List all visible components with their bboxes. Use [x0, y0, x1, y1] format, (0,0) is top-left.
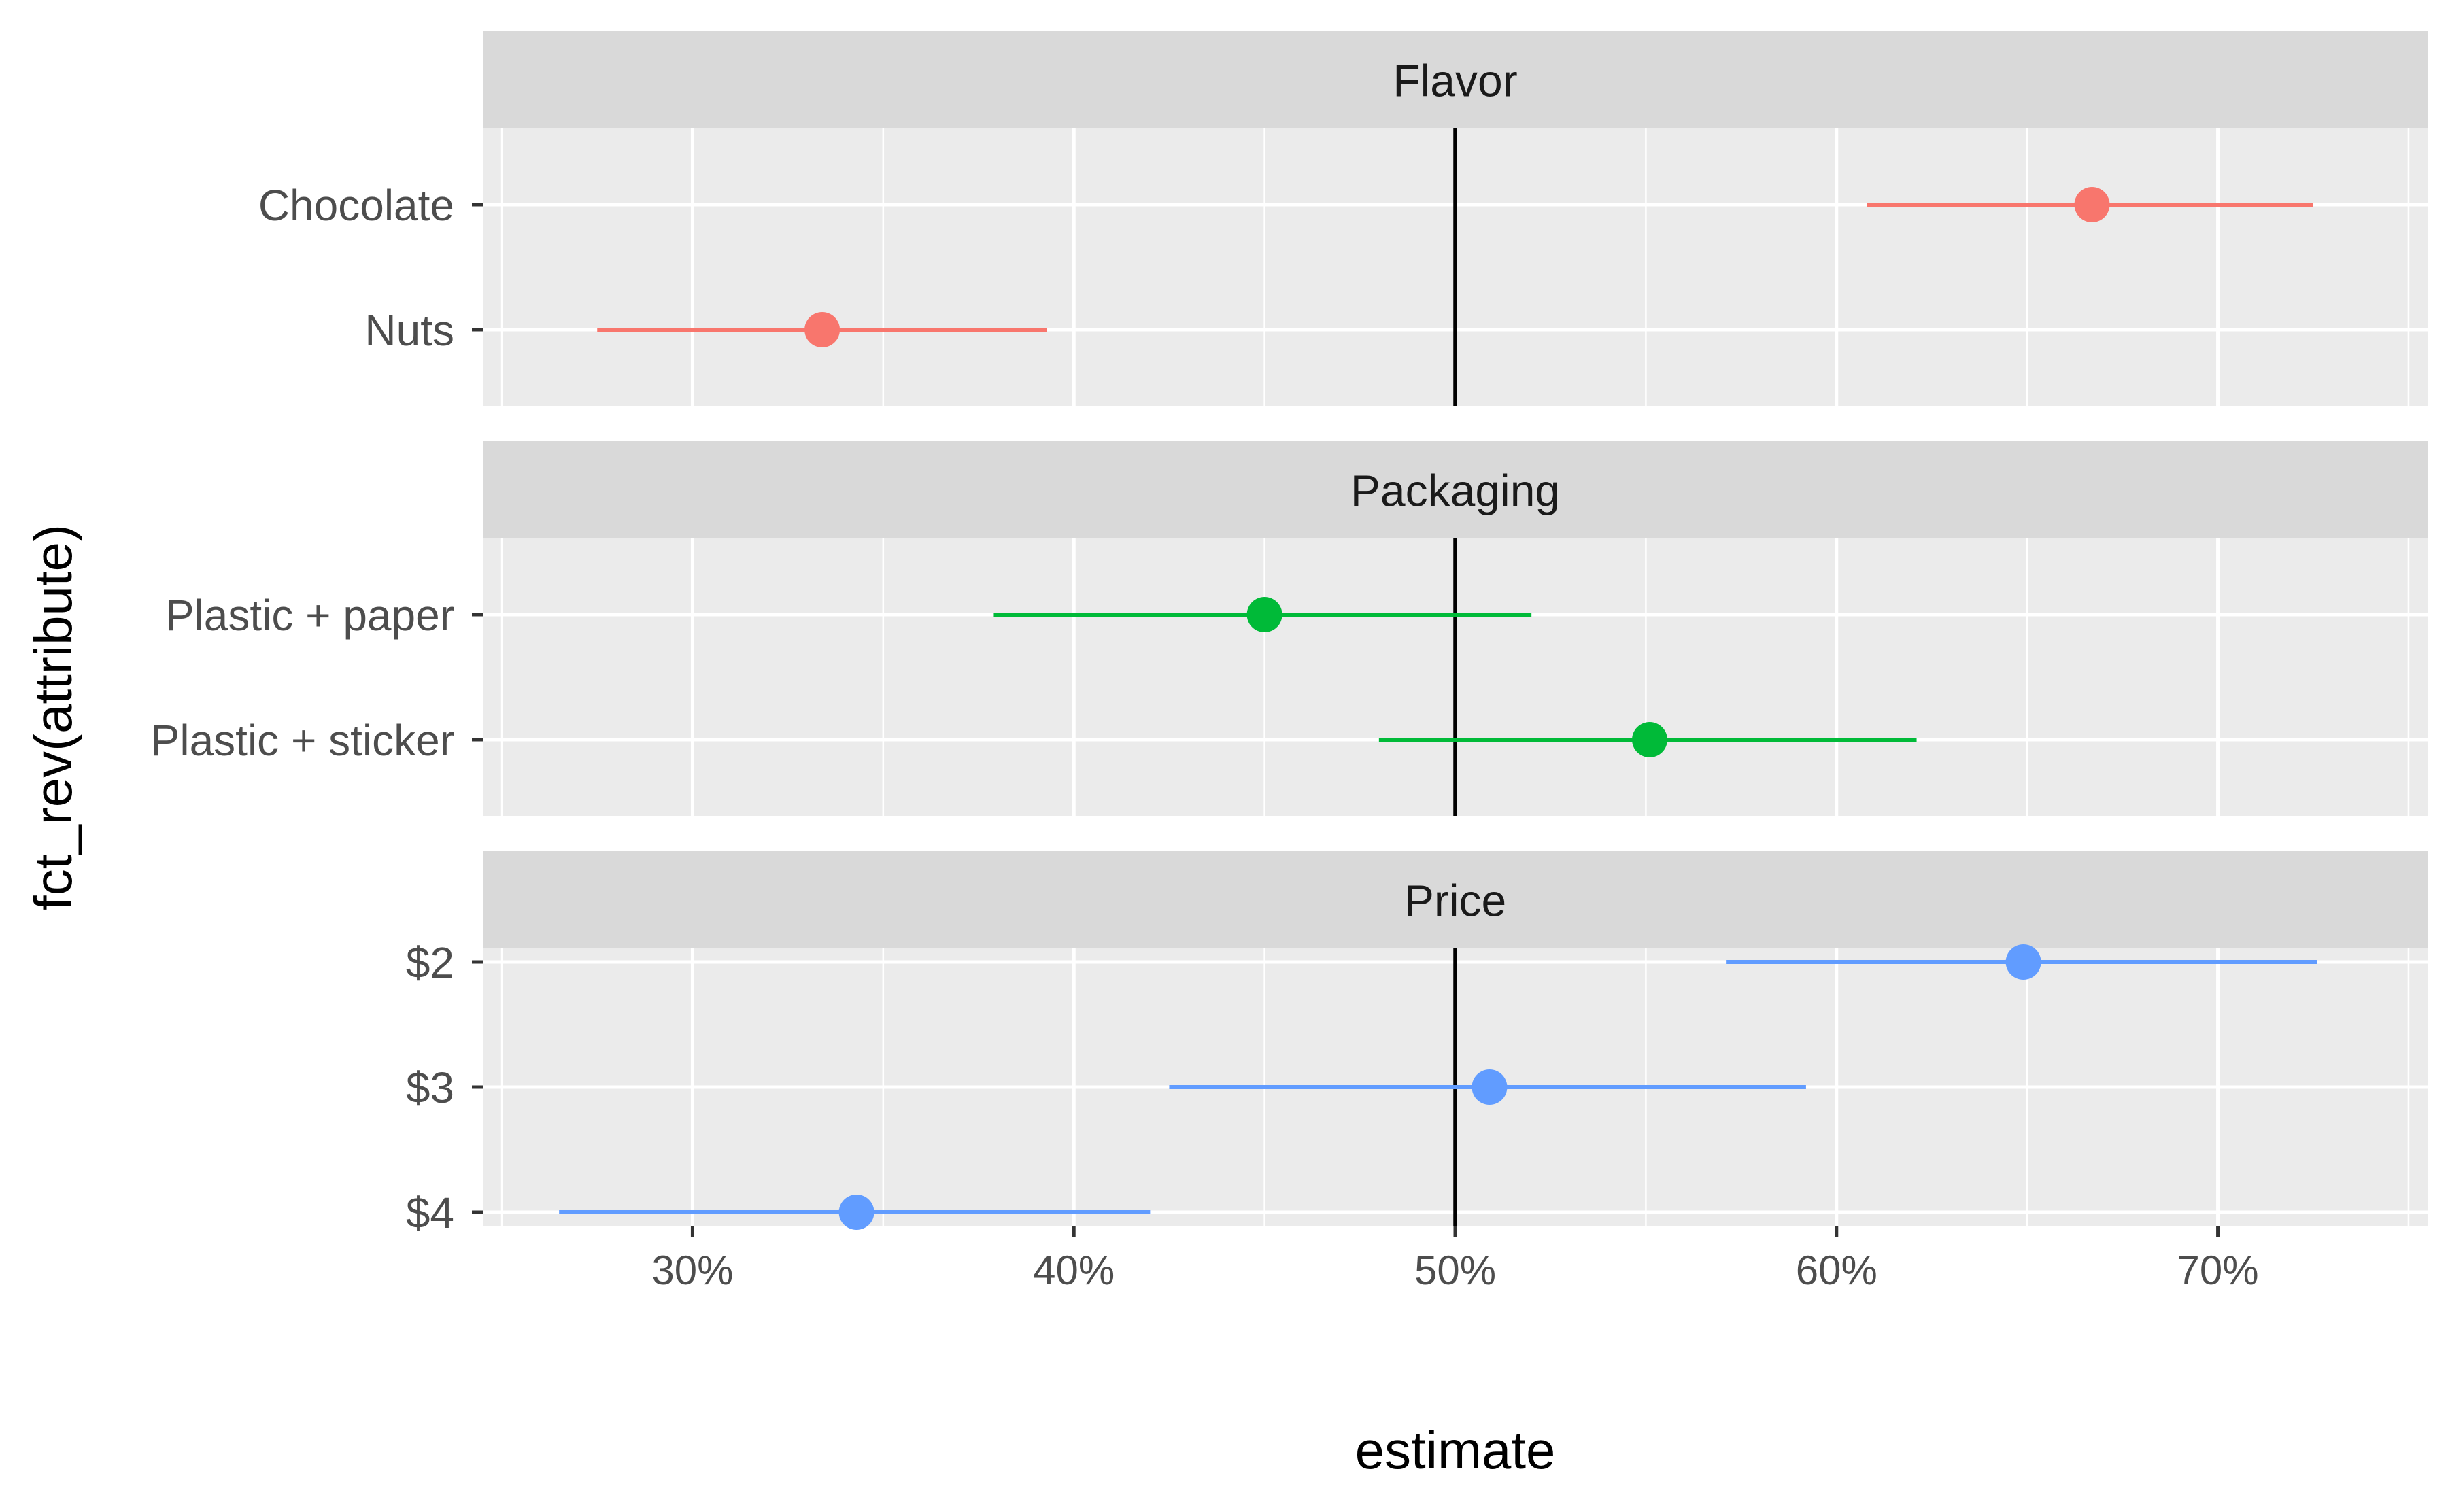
- x-tick-label: 70%: [2177, 1248, 2259, 1293]
- x-tick-label: 50%: [1414, 1248, 1496, 1293]
- estimate-point: [2005, 944, 2041, 980]
- estimate-point: [1246, 597, 1282, 632]
- estimate-point: [1632, 722, 1667, 757]
- facet-strip-label: Price: [1404, 876, 1506, 926]
- x-tick-label: 30%: [651, 1248, 733, 1293]
- y-tick-label: Chocolate: [258, 181, 454, 230]
- y-tick-label: $4: [406, 1188, 454, 1237]
- y-axis-title: fct_rev(attribute): [23, 524, 83, 910]
- estimate-point: [804, 312, 840, 347]
- facet-strip-label: Packaging: [1350, 466, 1560, 516]
- x-axis: 30% 40% 50% 60% 70%: [651, 1226, 2259, 1293]
- x-axis-title: estimate: [1355, 1420, 1556, 1480]
- y-tick-label: Plastic + sticker: [151, 716, 454, 765]
- estimate-point: [2074, 187, 2110, 222]
- y-tick-label: $3: [406, 1063, 454, 1112]
- y-tick-label: $2: [406, 938, 454, 987]
- facet-panel-flavor: Flavor Chocolate Nuts: [258, 31, 2428, 406]
- facet-strip-label: Flavor: [1393, 56, 1517, 106]
- estimate-point: [1472, 1069, 1508, 1105]
- facet-strip: [483, 441, 2428, 538]
- facet-panel-price: Price $2 $3 $4: [406, 851, 2428, 1237]
- x-tick-label: 40%: [1033, 1248, 1115, 1293]
- y-tick-label: Nuts: [364, 306, 454, 355]
- x-tick-label: 60%: [1796, 1248, 1877, 1293]
- facet-strip: [483, 851, 2428, 948]
- facet-strip: [483, 31, 2428, 128]
- y-tick-label: Plastic + paper: [165, 591, 454, 640]
- estimate-point: [838, 1195, 874, 1230]
- facet-panel-packaging: Packaging Plastic + paper Plastic + sticke…: [151, 441, 2428, 816]
- facet-panels: Flavor Chocolate Nuts Packaging Plastic + pa…: [151, 31, 2428, 1237]
